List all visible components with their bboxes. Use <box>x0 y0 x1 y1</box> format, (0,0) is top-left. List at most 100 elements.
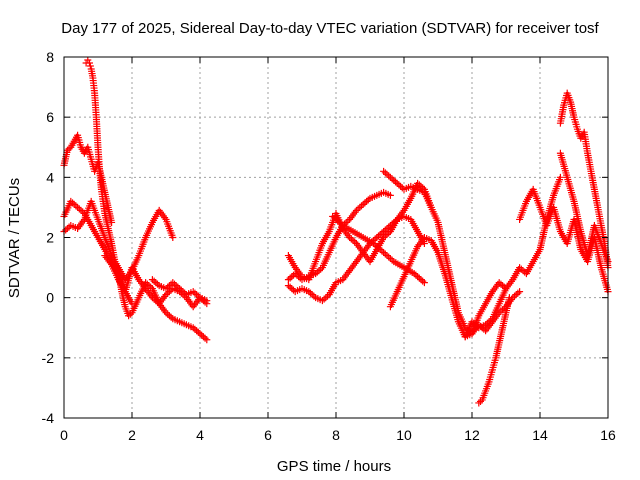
data-point <box>288 273 296 281</box>
data-point <box>373 243 381 251</box>
data-point <box>72 202 80 210</box>
x-tick-label: 14 <box>532 427 548 443</box>
data-point <box>284 276 292 284</box>
data-point <box>84 56 92 64</box>
x-tick-label: 2 <box>128 427 136 443</box>
data-point <box>511 292 518 300</box>
data-point <box>148 294 156 302</box>
data-point <box>165 288 173 296</box>
data-point <box>125 312 133 320</box>
data-point <box>164 310 172 318</box>
data-point <box>75 205 83 213</box>
y-tick-label: 2 <box>46 230 54 246</box>
data-point <box>376 246 384 254</box>
data-point <box>201 334 209 342</box>
data-point <box>495 279 503 287</box>
data-point <box>356 203 364 211</box>
data-point <box>154 280 161 288</box>
data-point <box>286 274 294 282</box>
data-point <box>477 397 484 405</box>
data-point <box>334 217 342 225</box>
data-point <box>193 327 201 335</box>
data-point <box>286 283 294 291</box>
data-point <box>482 321 490 329</box>
data-point <box>162 309 170 317</box>
data-point <box>318 297 326 305</box>
data-point <box>375 232 382 240</box>
data-point <box>152 279 160 287</box>
data-point <box>164 283 172 291</box>
data-point <box>179 288 187 296</box>
data-point <box>165 282 173 290</box>
data-point <box>468 318 476 326</box>
data-point <box>342 218 350 226</box>
data-point <box>380 234 388 241</box>
data-point <box>388 256 396 264</box>
data-point <box>315 267 323 275</box>
data-point <box>375 244 382 252</box>
y-tick-label: 8 <box>46 49 54 65</box>
data-point <box>376 230 384 238</box>
x-tick-label: 10 <box>396 427 412 443</box>
data-point <box>499 306 507 314</box>
data-point <box>174 283 182 291</box>
data-point <box>487 316 495 324</box>
data-point <box>386 255 394 263</box>
data-point <box>497 280 505 288</box>
data-point <box>86 62 94 70</box>
data-point <box>385 253 393 261</box>
data-point <box>371 235 379 243</box>
data-point <box>324 292 331 300</box>
data-point <box>373 234 381 241</box>
data-point <box>514 289 522 297</box>
data-point <box>519 267 527 275</box>
series-arc10 <box>329 212 428 287</box>
data-point <box>199 333 207 341</box>
data-point <box>392 217 399 225</box>
series-arc9 <box>284 212 428 305</box>
data-point <box>308 291 316 299</box>
series-arc13 <box>475 294 513 407</box>
data-point <box>86 59 93 67</box>
x-tick-label: 12 <box>464 427 480 443</box>
data-point <box>176 285 184 293</box>
data-point <box>417 182 425 190</box>
data-point <box>150 295 158 303</box>
data-point <box>194 292 202 300</box>
series-arc6 <box>148 276 211 305</box>
data-point <box>390 176 398 184</box>
x-tick-label: 6 <box>264 427 272 443</box>
data-point <box>505 294 513 302</box>
data-point <box>203 297 211 305</box>
data-point <box>79 208 87 216</box>
chart-title: Day 177 of 2025, Sidereal Day-to-day VTE… <box>61 20 599 37</box>
data-point <box>381 250 389 258</box>
data-point <box>307 289 314 297</box>
data-point <box>361 199 369 207</box>
data-point <box>499 282 507 290</box>
data-point <box>386 173 394 181</box>
data-point <box>354 205 362 213</box>
data-point <box>70 200 78 208</box>
data-point <box>517 265 525 273</box>
data-point <box>295 273 303 281</box>
data-point <box>359 200 367 208</box>
y-tick-label: 4 <box>46 169 54 185</box>
data-point <box>193 291 201 299</box>
data-point <box>191 325 199 333</box>
data-point <box>412 271 420 279</box>
x-tick-label: 8 <box>332 427 340 443</box>
data-point <box>198 331 206 339</box>
data-point <box>167 313 175 321</box>
data-point <box>483 319 491 327</box>
axis-ticks: 0 2 4 6 8 10 12 14 16 -4 -2 0 2 4 6 8 <box>42 49 616 443</box>
series-arc15 <box>516 185 612 296</box>
data-point <box>347 235 355 243</box>
data-point <box>65 145 73 153</box>
data-point <box>381 169 389 177</box>
data-point <box>196 330 204 338</box>
data-point <box>420 279 428 287</box>
series-arc11 <box>380 167 524 338</box>
data-point <box>417 276 425 284</box>
